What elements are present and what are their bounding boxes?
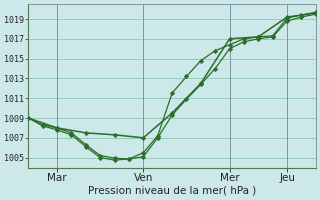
X-axis label: Pression niveau de la mer( hPa ): Pression niveau de la mer( hPa ) (88, 186, 256, 196)
